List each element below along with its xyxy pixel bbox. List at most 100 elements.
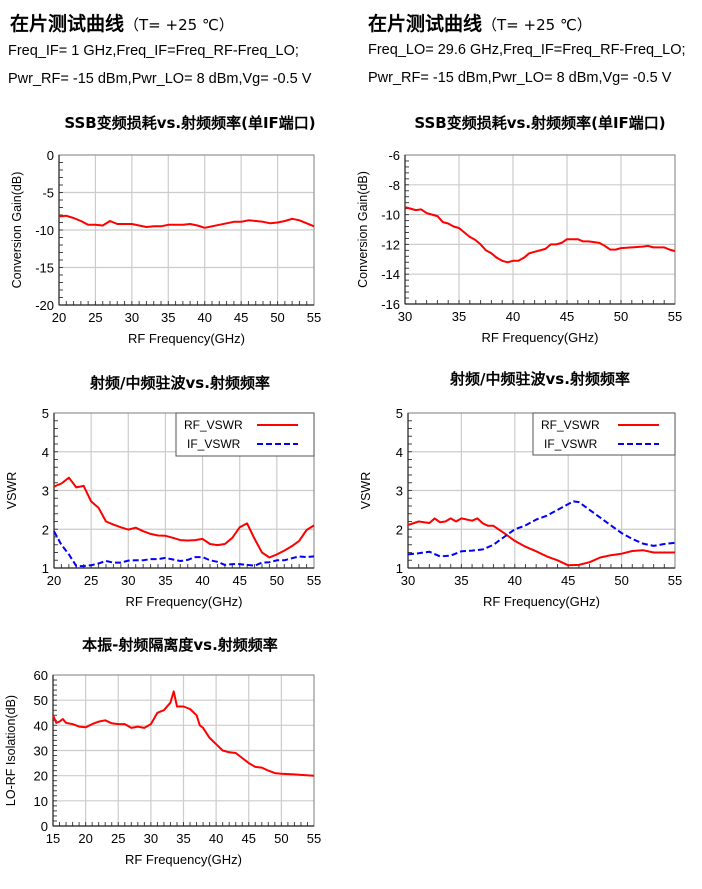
header-right-title: 在片测试曲线: [368, 13, 483, 35]
y-tick-label: -14: [381, 267, 400, 282]
y-tick-label: 40: [34, 718, 48, 733]
y-tick-label: 50: [34, 693, 48, 708]
x-tick-label: 35: [158, 573, 172, 588]
x-axis-label: RF Frequency(GHz): [125, 852, 242, 867]
x-tick-label: 45: [560, 309, 574, 324]
x-tick-label: 25: [84, 573, 98, 588]
y-tick-label: 3: [396, 484, 403, 499]
x-tick-label: 45: [232, 573, 246, 588]
x-tick-label: 20: [47, 573, 61, 588]
header-right-conditions-1: Freq_LO= 29.6 GHz,Freq_IF=Freq_RF-Freq_L…: [368, 42, 686, 58]
chart-4-title: 射频/中频驻波vs.射频频率: [450, 370, 630, 388]
x-tick-label: 50: [270, 310, 284, 325]
chart-1-title: SSB变频损耗vs.射频频率(单IF端口): [64, 114, 316, 132]
x-tick-label: 50: [614, 573, 628, 588]
y-tick-label: -20: [35, 298, 54, 313]
y-tick-label: -12: [381, 237, 400, 252]
chart-1: 20 25 30 35 40 45 50 55 -20 -15 -10 -5 0 RF Frequency…: [10, 148, 321, 346]
header-left-conditions-1: Freq_IF= 1 GHz,Freq_IF=Freq_RF-Freq_LO;: [8, 43, 299, 59]
x-tick-label: 20: [52, 310, 66, 325]
x-tick-label: 55: [307, 310, 321, 325]
legend-label: RF_VSWR: [541, 418, 600, 432]
x-tick-label: 55: [668, 573, 682, 588]
y-tick-label: 30: [34, 744, 48, 759]
header-left-conditions-2: Pwr_RF= -15 dBm,Pwr_LO= 8 dBm,Vg= -0.5 V: [8, 71, 312, 87]
chart-5-title: 本振-射频隔离度vs.射频频率: [82, 636, 278, 654]
header-left-temperature: （T= +25 ℃）: [124, 16, 234, 34]
chart-3-title: 射频/中频驻波vs.射频频率: [90, 374, 270, 392]
x-tick-label: 25: [88, 310, 102, 325]
x-tick-label: 50: [270, 573, 284, 588]
y-tick-label: 1: [42, 561, 49, 576]
series-line-if-vswr: [407, 500, 676, 558]
legend-label: IF_VSWR: [187, 437, 241, 451]
y-tick-label: 60: [34, 668, 48, 683]
y-tick-label: 2: [42, 522, 49, 537]
chart-5: 15 20 25 30 35 40 45 50 55 0 10 20 30 40 50 60 RF Freque…: [4, 668, 321, 867]
x-tick-label: 40: [197, 310, 211, 325]
legend: RF_VSWR IF_VSWR: [175, 412, 315, 457]
x-tick-label: 40: [508, 573, 522, 588]
y-tick-label: -10: [381, 208, 400, 223]
x-tick-label: 35: [176, 831, 190, 846]
y-tick-label: 2: [396, 522, 403, 537]
x-axis-label: RF Frequency(GHz): [128, 331, 245, 346]
x-tick-label: 40: [209, 831, 223, 846]
y-tick-label: -15: [35, 261, 54, 276]
x-tick-label: 30: [121, 573, 135, 588]
y-tick-label: 20: [34, 769, 48, 784]
x-tick-label: 40: [506, 309, 520, 324]
x-tick-label: 45: [242, 831, 256, 846]
series-line-conversion-gain: [404, 206, 676, 264]
y-axis-label: VSWR: [359, 472, 373, 510]
plot-frame: [404, 154, 676, 305]
x-tick-label: 30: [398, 309, 412, 324]
x-tick-label: 50: [614, 309, 628, 324]
y-axis-label: Conversion Gain(dB): [10, 172, 24, 289]
chart-2: 30 35 40 45 50 55 -16 -14 -12 -10 -8 -6 RF Frequency…: [356, 148, 682, 345]
y-tick-label: -6: [388, 148, 400, 163]
series-line-rf-vswr: [53, 476, 315, 559]
legend-box: [532, 412, 676, 456]
x-tick-label: 15: [46, 831, 60, 846]
y-tick-label: 10: [34, 794, 48, 809]
header-left-title-row: 在片测试曲线（T= +25 ℃）: [10, 9, 234, 36]
header-right-conditions-2: Pwr_RF= -15 dBm,Pwr_LO= 8 dBm,Vg= -0.5 V: [368, 70, 672, 86]
x-tick-label: 20: [78, 831, 92, 846]
series-line-rf-vswr: [407, 517, 675, 567]
y-tick-label: -8: [388, 178, 400, 193]
header-left-title: 在片测试曲线: [10, 13, 125, 35]
header-right-temperature: （T= +25 ℃）: [482, 16, 592, 34]
y-axis-label: LO-RF Isolation(dB): [4, 695, 18, 806]
legend: RF_VSWR IF_VSWR: [532, 412, 676, 456]
x-tick-label: 30: [144, 831, 158, 846]
y-tick-label: 4: [42, 445, 49, 460]
y-tick-label: 0: [47, 148, 54, 163]
legend-label: RF_VSWR: [184, 418, 243, 432]
x-tick-label: 35: [454, 573, 468, 588]
x-tick-label: 50: [274, 831, 288, 846]
chart-2-title: SSB变频损耗vs.射频频率(单IF端口): [414, 114, 666, 132]
x-tick-label: 35: [161, 310, 175, 325]
x-tick-label: 55: [307, 831, 321, 846]
x-tick-label: 30: [401, 573, 415, 588]
x-tick-label: 45: [561, 573, 575, 588]
x-axis-label: RF Frequency(GHz): [483, 594, 600, 609]
y-tick-label: -5: [42, 186, 54, 201]
x-tick-label: 35: [452, 309, 466, 324]
x-tick-label: 45: [234, 310, 248, 325]
x-axis-label: RF Frequency(GHz): [481, 330, 598, 345]
y-tick-label: 5: [42, 406, 49, 421]
y-tick-label: 0: [41, 819, 48, 834]
x-tick-label: 30: [125, 310, 139, 325]
legend-box: [175, 412, 315, 457]
y-tick-label: 4: [396, 445, 403, 460]
header-right-title-row: 在片测试曲线（T= +25 ℃）: [368, 9, 592, 36]
series-line-if-vswr: [53, 530, 315, 568]
y-tick-label: -10: [35, 223, 54, 238]
series-line-conversion-gain: [58, 214, 315, 229]
y-tick-label: 1: [396, 561, 403, 576]
x-tick-label: 55: [668, 309, 682, 324]
